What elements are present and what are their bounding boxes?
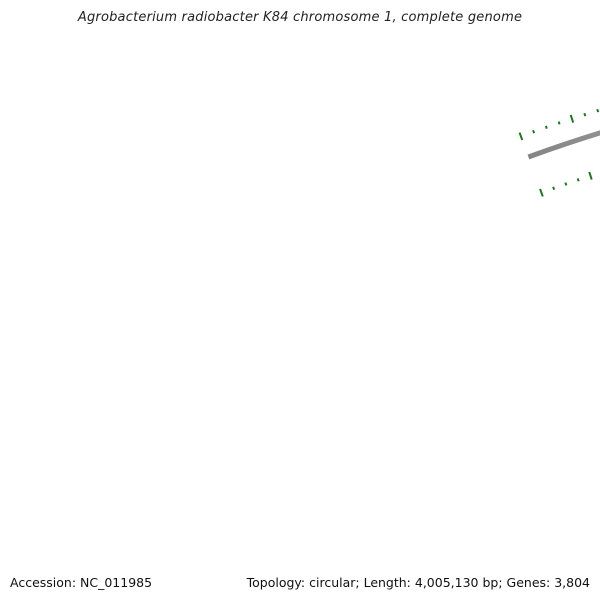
chromosome-backbone (527, 130, 600, 160)
tick-mark (557, 121, 561, 125)
tick-mark (532, 129, 536, 134)
tick-mark (539, 188, 544, 197)
tick-mark (552, 186, 556, 191)
tick-mark (518, 132, 524, 141)
tick-mark (576, 178, 580, 182)
outer-tick-track: 1784 kbp1785 kbp1786 kbp1787 kbp1788 kbp… (518, 108, 600, 141)
backbone-arc (527, 130, 600, 160)
topology-summary: Topology: circular; Length: 4,005,130 bp… (246, 575, 590, 590)
tick-mark (596, 108, 600, 113)
tick-mark (564, 182, 568, 186)
tick-mark (569, 114, 575, 123)
accession-text: Accession: NC_011985 (10, 575, 153, 590)
tick-mark (544, 125, 548, 130)
map-title: Agrobacterium radiobacter K84 chromosome… (77, 10, 523, 25)
tick-mark (588, 171, 593, 180)
inner-tick-track (539, 171, 593, 197)
tick-mark (583, 112, 587, 117)
